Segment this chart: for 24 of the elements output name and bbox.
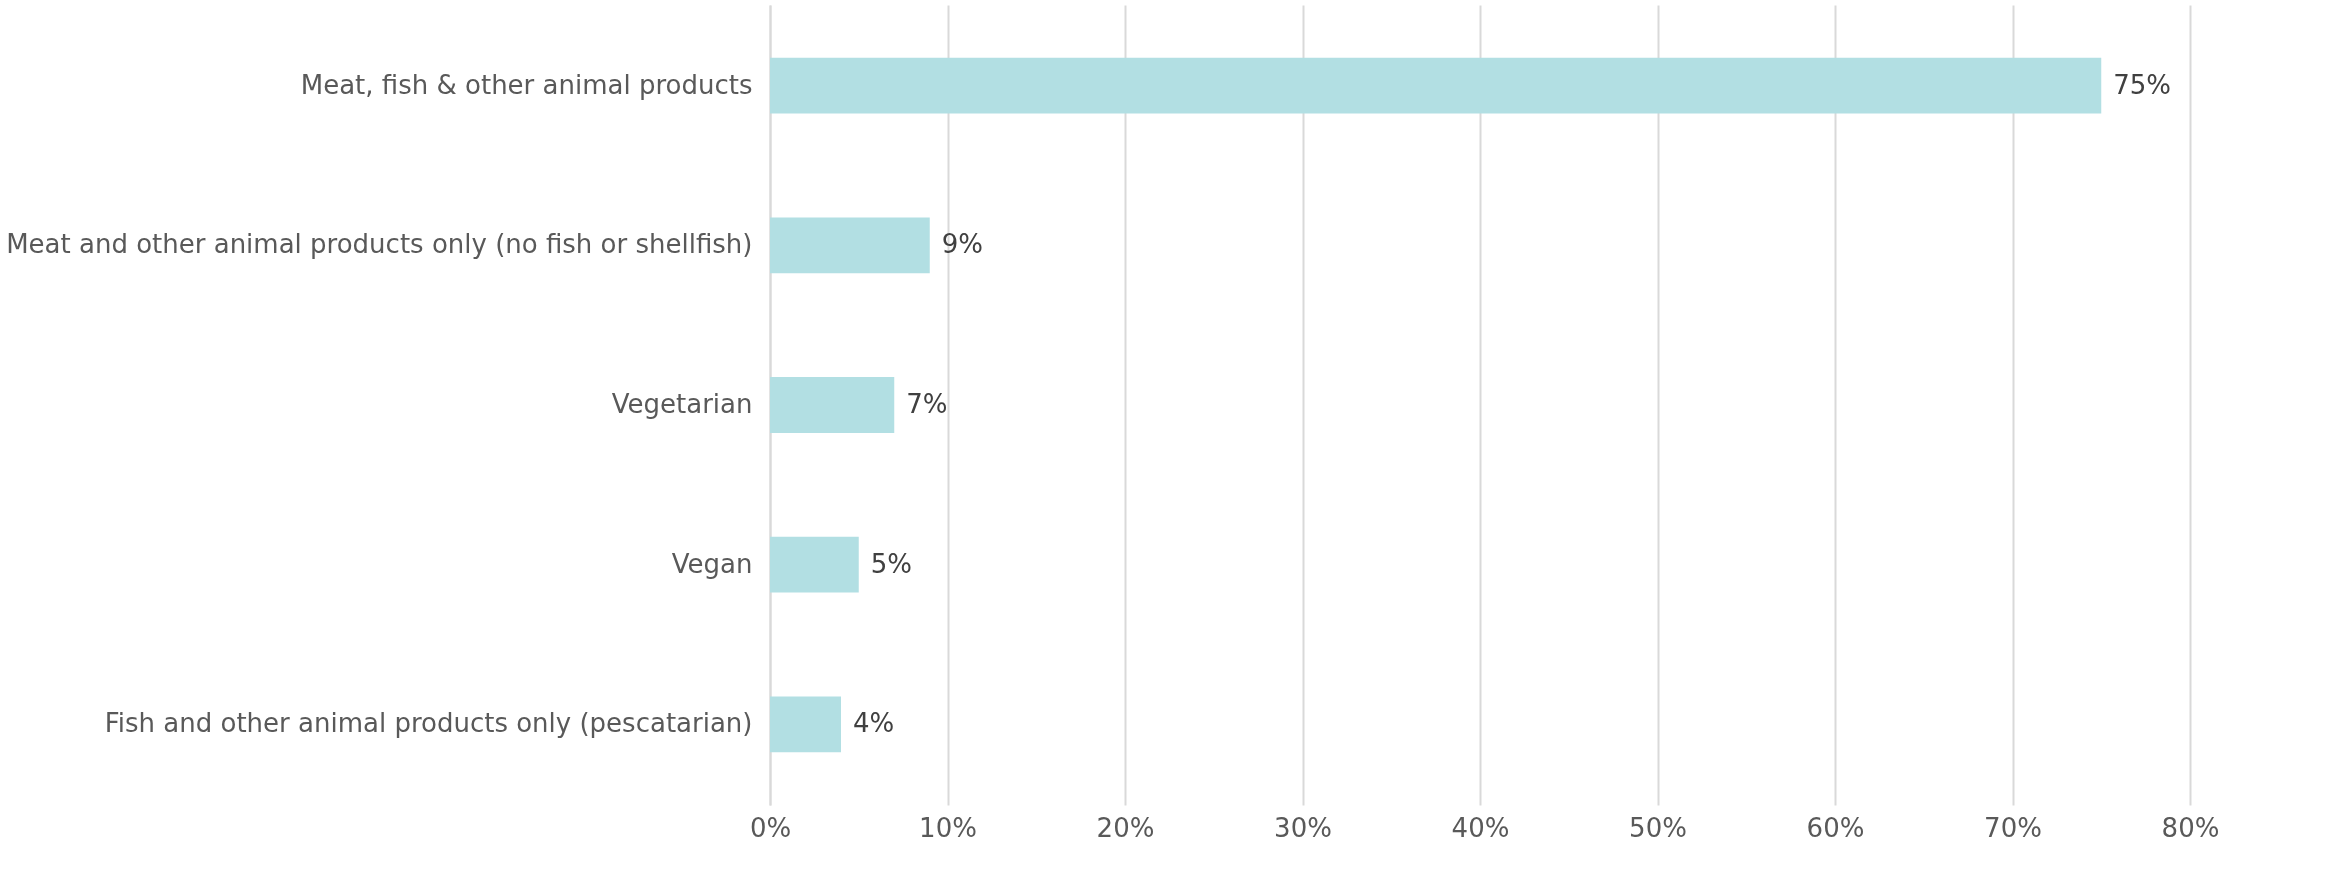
x-tick-label: 20%	[1096, 812, 1155, 843]
y-tick-label: Fish and other animal products only (pescatarian)	[104, 708, 753, 739]
y-tick-label: Vegetarian	[611, 389, 753, 419]
data-label: 75%	[2113, 69, 2172, 100]
x-tick-label: 80%	[2161, 812, 2220, 843]
x-tick-label: 30%	[1274, 812, 1332, 843]
bar	[770, 377, 895, 433]
x-tick-label: 10%	[919, 812, 977, 843]
data-label: 7%	[906, 389, 948, 419]
x-tick-label: 50%	[1629, 812, 1687, 843]
bar	[770, 536, 859, 593]
x-tick-label: 70%	[1984, 812, 2042, 843]
bar	[770, 696, 841, 753]
y-tick-label: Meat and other animal products only (no fish or shellfish)	[6, 229, 753, 260]
data-label: 9%	[941, 229, 983, 260]
data-label: 4%	[853, 708, 895, 739]
x-tick-label: 60%	[1806, 812, 1865, 843]
bar	[770, 217, 930, 274]
x-tick-label: 0%	[749, 812, 792, 843]
bar	[770, 57, 2102, 114]
x-tick-label: 40%	[1451, 812, 1510, 843]
y-tick-label: Meat, fish & other animal products	[300, 69, 753, 100]
data-label: 5%	[870, 548, 912, 579]
y-tick-label: Vegan	[671, 548, 753, 579]
